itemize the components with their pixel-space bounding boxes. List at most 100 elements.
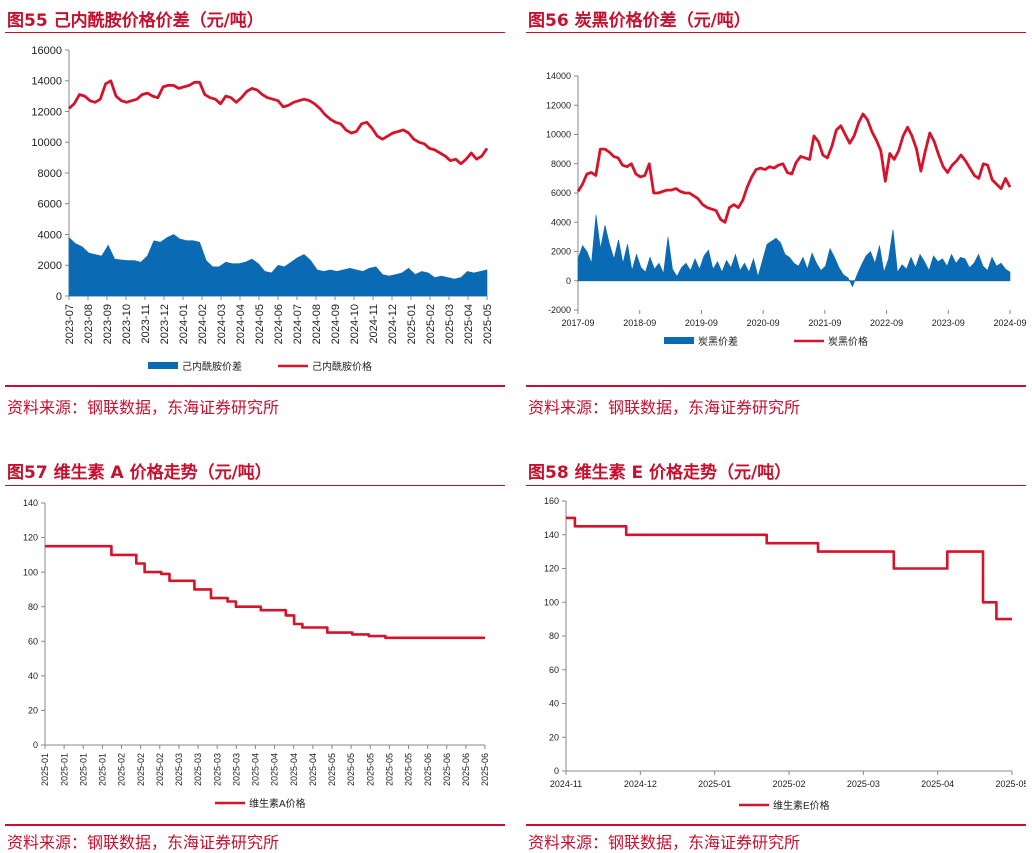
series-area-己内酰胺价差 [68,234,488,297]
y-tick-label: 6000 [551,188,571,198]
x-tick-label: 2025-05 [346,753,356,786]
y-tick-label: 16000 [31,45,62,57]
x-tick-label: 2018-09 [623,318,656,328]
legend-label: 维生素E价格 [773,799,830,812]
source-divider [526,385,1026,387]
x-tick-label: 2025-05 [995,779,1026,789]
x-tick-label: 2025-06 [423,753,433,786]
x-tick-label: 2025-01 [59,753,69,786]
x-tick-label: 2024-10 [349,304,361,344]
y-tick-label: 160 [544,496,559,506]
x-tick-label: 2019-09 [685,318,718,328]
x-tick-label: 2025-06 [461,753,471,786]
y-tick-label: 4000 [551,217,571,227]
x-tick-label: 2024-11 [368,304,380,344]
title-divider [526,485,1026,486]
title-divider [5,32,505,33]
x-tick-label: 2025-04 [308,753,318,786]
source-note: 资料来源：钢联数据，东海证券研究所 [528,833,801,852]
x-tick-label: 2023-09 [102,304,114,344]
x-tick-label: 2024-03 [216,304,228,344]
x-tick-label: 2025-04 [270,753,280,786]
legend-label: 维生素A价格 [249,797,306,810]
y-tick-label: 10000 [31,137,62,149]
y-tick-label: 14000 [31,76,62,88]
x-tick-label: 2023-12 [159,304,171,344]
y-tick-label: 4000 [38,229,62,241]
x-tick-label: 2025-05 [327,753,337,786]
series-area-炭黑价差 [577,214,1011,288]
x-tick-label: 2020-09 [747,318,780,328]
source-divider [526,824,1026,826]
title-divider [5,485,505,486]
x-tick-label: 2023-10 [121,304,133,344]
source-note: 资料来源：钢联数据，东海证券研究所 [528,398,801,417]
x-tick-label: 2025-05 [365,753,375,786]
x-tick-label: 2024-04 [235,304,247,344]
source-divider [5,385,505,387]
x-tick-label: 2025-04 [921,779,954,789]
y-tick-label: 2000 [551,247,571,257]
x-tick-label: 2025-03 [212,753,222,786]
figure-title: 图58 维生素 E 价格走势（元/吨） [528,463,792,483]
figure-title: 图56 炭黑价格价差（元/吨） [528,11,751,31]
y-tick-label: 14000 [546,71,571,81]
x-tick-label: 2025-05 [384,753,394,786]
x-tick-label: 2025-05 [404,753,414,786]
y-tick-label: 12000 [546,100,571,110]
x-tick-label: 2025-01 [40,753,50,786]
y-tick-label: 140 [544,530,559,540]
y-tick-label: 140 [23,498,38,508]
x-tick-label: 2025-04 [289,753,299,786]
x-tick-label: 2025-01 [98,753,108,786]
x-tick-label: 2024-12 [624,779,657,789]
y-tick-label: 0 [554,766,559,776]
x-tick-label: 2021-09 [808,318,841,328]
source-note: 资料来源：钢联数据，东海证券研究所 [7,833,280,852]
y-tick-label: 100 [23,567,38,577]
chart-carbon-black: -2000 0 2000 4000 6000 8000 10000 12000 14000 201… [546,71,1026,348]
y-tick-label: 100 [544,597,559,607]
x-tick-label: 2024-01 [178,304,190,344]
chart-vitamin-a: 0 20 40 60 80 100 120 140 2025-01 2025-01 2025-01 2… [23,498,490,810]
y-tick-label: 12000 [31,106,62,118]
figure-title: 图57 维生素 A 价格走势（元/吨） [7,463,272,483]
x-tick-label: 2025-06 [480,753,490,786]
y-tick-label: 120 [544,564,559,574]
y-tick-label: 0 [566,276,571,286]
y-tick-label: 120 [23,533,38,543]
y-tick-label: 60 [549,665,559,675]
x-tick-label: 2024-09 [993,318,1026,328]
x-tick-label: 2024-06 [273,304,285,344]
legend-swatch [664,337,694,344]
x-tick-label: 2025-03 [847,779,880,789]
x-tick-label: 2024-09 [330,304,342,344]
legend-label: 己内酰胺价格 [312,360,372,373]
y-tick-label: 0 [56,291,62,303]
x-tick-label: 2023-11 [140,304,152,344]
legend-label: 炭黑价差 [698,335,738,348]
x-tick-label: 2022-09 [870,318,903,328]
x-tick-label: 2023-07 [64,304,76,344]
series-line-维生素E价格 [566,516,1012,621]
x-tick-label: 2023-08 [83,304,95,344]
y-tick-label: -2000 [548,305,571,315]
source-note: 资料来源：钢联数据，东海证券研究所 [7,398,280,417]
x-tick-label: 2025-03 [444,304,456,344]
y-tick-label: 2000 [38,260,62,272]
x-tick-label: 2025-02 [772,779,805,789]
y-tick-label: 20 [28,706,38,716]
y-tick-label: 6000 [38,199,62,211]
x-tick-label: 2024-11 [550,779,582,789]
x-tick-label: 2025-02 [155,753,165,786]
x-tick-label: 2024-08 [311,304,323,344]
title-divider [526,32,1026,33]
y-tick-label: 80 [28,602,38,612]
y-tick-label: 0 [33,740,38,750]
x-tick-label: 2025-05 [482,304,494,344]
y-tick-label: 40 [549,699,559,709]
legend-label: 炭黑价格 [828,335,868,348]
x-tick-label: 2024-12 [387,304,399,344]
y-tick-label: 40 [28,671,38,681]
x-tick-label: 2025-04 [463,304,475,344]
